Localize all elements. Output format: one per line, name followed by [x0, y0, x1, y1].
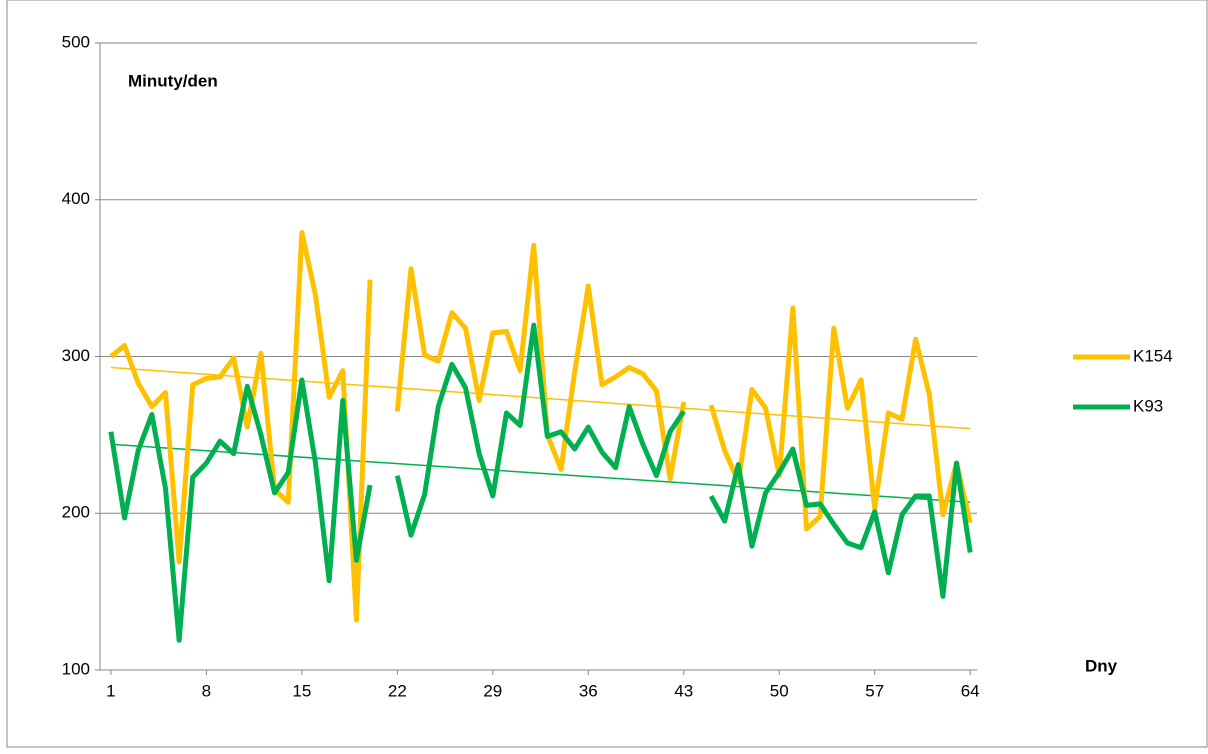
y-tick-label: 300	[62, 346, 90, 365]
legend-label: K93	[1133, 396, 1163, 415]
trend-line	[110, 443, 971, 504]
x-tick-label: 36	[579, 681, 598, 700]
x-tick-label: 1	[106, 681, 115, 700]
x-tick-label: 29	[483, 681, 502, 700]
y-tick-label: 200	[62, 503, 90, 522]
series-line	[109, 230, 973, 623]
legend-label: K154	[1133, 346, 1173, 365]
y-tick-label: 100	[62, 659, 90, 678]
chart-frame	[6, 0, 1208, 748]
x-tick-label: 15	[292, 681, 311, 700]
x-tick-label: 43	[674, 681, 693, 700]
series-line	[108, 322, 973, 643]
y-tick-label: 400	[62, 189, 90, 208]
x-tick-label: 64	[961, 681, 980, 700]
y-axis-label: Minuty/den	[128, 71, 218, 90]
x-tick-label: 57	[865, 681, 884, 700]
x-tick-label: 50	[770, 681, 789, 700]
y-tick-label: 500	[62, 32, 90, 51]
x-tick-label: 22	[388, 681, 407, 700]
x-axis-label: Dny	[1085, 656, 1118, 675]
x-tick-label: 8	[202, 681, 211, 700]
